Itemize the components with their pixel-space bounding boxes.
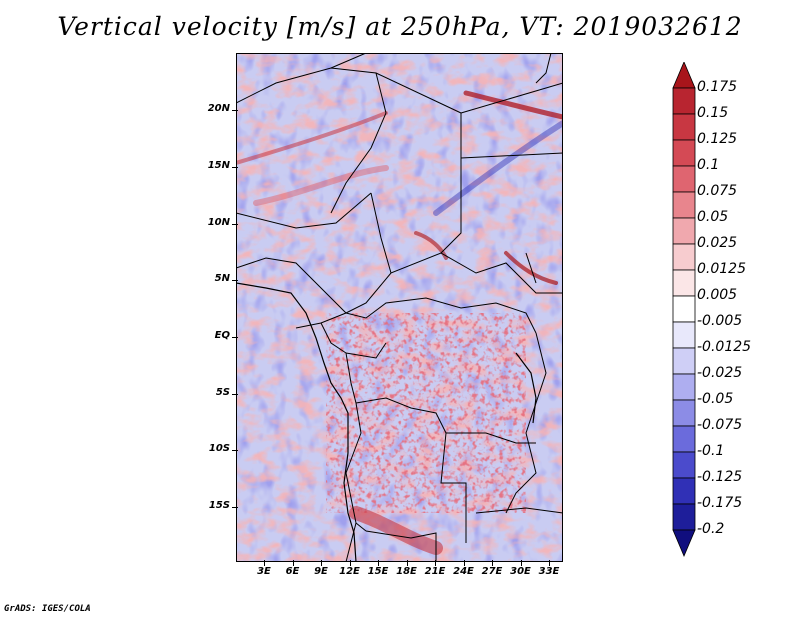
colorbar-swatches [672, 62, 696, 558]
colorbar-level-label: 0.15 [697, 105, 729, 121]
colorbar-swatch [672, 477, 696, 505]
colorbar-level-label: -0.175 [697, 495, 743, 511]
lon-label-33e: 33E [538, 566, 560, 577]
colorbar-level-label: -0.2 [697, 521, 725, 537]
lat-tick [232, 337, 238, 338]
lat-label-eq: EQ [214, 330, 230, 341]
lat-tick [232, 224, 238, 225]
lat-label-5n: 5N [214, 273, 230, 284]
footer-credit: GrADS: IGES/COLA [4, 604, 91, 614]
colorbar-level-label: 0.05 [697, 209, 729, 225]
colorbar-swatch [672, 399, 696, 427]
chart-title: Vertical velocity [m/s] at 250hPa, VT: 2… [57, 12, 743, 41]
lat-tick [232, 167, 238, 168]
lon-label-27e: 27E [481, 566, 503, 577]
lat-label-20n: 20N [207, 103, 230, 114]
lon-tick [349, 560, 351, 566]
vertical-velocity-map [236, 53, 563, 562]
colorbar-level-label: 0.075 [697, 183, 738, 199]
colorbar-level-label: -0.075 [697, 417, 743, 433]
colorbar-swatch [672, 269, 696, 297]
lat-tick [232, 110, 238, 111]
colorbar-swatch [672, 347, 696, 375]
lat-label-15s: 15S [208, 500, 230, 511]
colorbar-level-label: -0.025 [697, 365, 743, 381]
map-frame [236, 53, 563, 562]
colorbar-level-label: -0.1 [697, 443, 725, 459]
colorbar-level-label: -0.0125 [697, 339, 752, 355]
colorbar-swatch [672, 425, 696, 453]
lon-tick [492, 560, 493, 566]
lon-tick [520, 560, 522, 566]
colorbar-level-label: 0.025 [697, 235, 738, 251]
lat-tick [232, 280, 238, 281]
lat-label-5s: 5S [215, 387, 230, 398]
colorbar-swatch [672, 529, 696, 558]
colorbar-swatch [672, 62, 696, 89]
lon-label-6e: 6E [285, 566, 300, 577]
colorbar-swatch [672, 373, 696, 401]
country-borders [236, 53, 563, 562]
lon-tick [292, 560, 294, 566]
colorbar-swatch [672, 191, 696, 219]
lat-label-10n: 10N [207, 217, 230, 228]
colorbar-swatch [672, 165, 696, 193]
lon-label-30e: 30E [510, 566, 531, 577]
lon-tick [406, 560, 408, 566]
lon-label-3e: 3E [257, 566, 271, 577]
lat-tick [232, 507, 238, 508]
lon-tick [549, 560, 550, 566]
colorbar-swatch [672, 503, 696, 531]
colorbar-swatch [672, 139, 696, 167]
colorbar-level-label: 0.175 [697, 79, 738, 95]
lon-tick [264, 560, 265, 566]
colorbar-swatch [672, 87, 696, 115]
colorbar-swatch [672, 113, 696, 141]
coastline [236, 282, 537, 562]
lon-tick [321, 560, 322, 566]
lat-label-10s: 10S [208, 443, 230, 454]
lon-label-9e: 9E [314, 566, 328, 577]
lon-label-15e: 15E [367, 566, 389, 577]
lat-label-15n: 15N [207, 160, 230, 171]
colorbar-level-label: 0.0125 [697, 261, 746, 277]
lon-label-12e: 12E [339, 566, 360, 577]
colorbar [669, 62, 769, 562]
colorbar-swatch [672, 243, 696, 271]
colorbar-level-label: 0.1 [697, 157, 720, 173]
colorbar-level-label: 0.005 [697, 287, 738, 303]
lat-tick [232, 394, 238, 395]
map-field [236, 53, 563, 562]
lon-tick [463, 560, 465, 566]
lon-label-21e: 21E [424, 566, 446, 577]
colorbar-level-label: 0.125 [697, 131, 738, 147]
colorbar-level-label: -0.005 [697, 313, 743, 329]
lon-tick [378, 560, 379, 566]
lon-label-24e: 24E [453, 566, 474, 577]
colorbar-level-label: -0.125 [697, 469, 743, 485]
lon-tick [435, 560, 436, 566]
colorbar-level-label: -0.05 [697, 391, 734, 407]
lon-label-18e: 18E [396, 566, 417, 577]
colorbar-swatch [672, 321, 696, 349]
colorbar-swatch [672, 451, 696, 479]
lat-tick [232, 450, 238, 451]
colorbar-swatch [672, 295, 696, 323]
colorbar-swatch [672, 217, 696, 245]
